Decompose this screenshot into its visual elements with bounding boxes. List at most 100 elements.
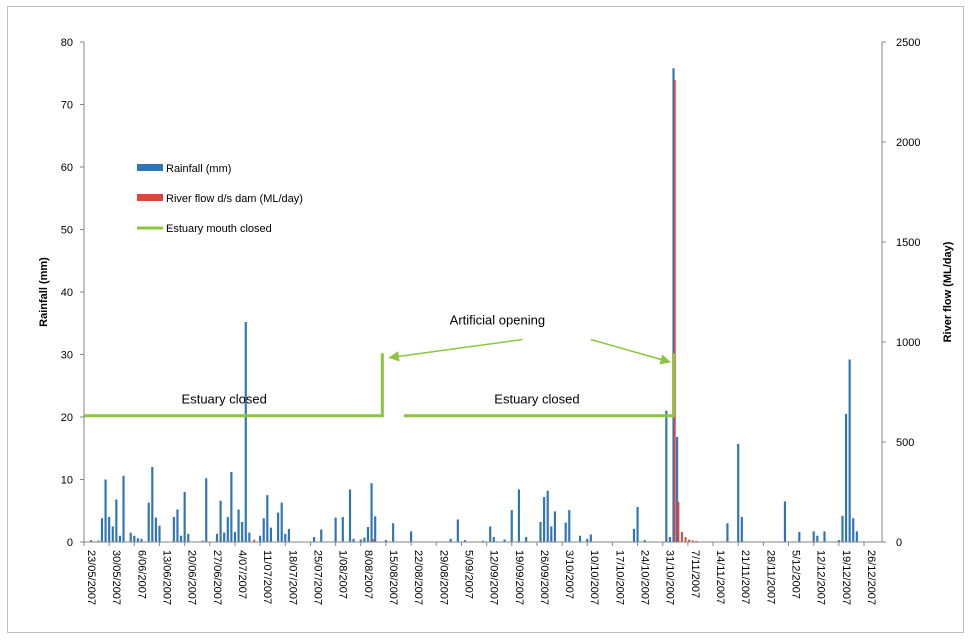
y2-axis-label: River flow (ML/day) (942, 241, 954, 342)
x-tick-label: 20/06/2007 (186, 550, 198, 605)
y-tick-label: 20 (61, 412, 73, 424)
x-tick-label: 24/10/2007 (639, 550, 651, 605)
rainfall-bar (517, 489, 521, 542)
estuary-closed-line (403, 353, 676, 418)
rainfall-bar (737, 443, 740, 542)
y2-tick-label: 1000 (896, 337, 920, 349)
x-tick-label: 29/08/2007 (437, 550, 449, 605)
rainfall-bar (672, 68, 675, 542)
left-axis-ticks: 0 10 20 30 40 50 60 70 80 (61, 37, 84, 549)
rainfall-bar (226, 517, 229, 542)
y-tick-label: 80 (61, 37, 73, 49)
x-tick-label: 7/11/2007 (689, 550, 701, 598)
x-tick-label: 13/06/2007 (160, 550, 172, 605)
rainfall-bar (550, 526, 553, 542)
rainfall-bar (115, 499, 118, 542)
y-tick-label: 0 (67, 537, 73, 549)
x-tick-label: 8/08/2007 (362, 550, 374, 599)
x-tick-label: 22/08/2007 (412, 550, 424, 605)
rainfall-bar (154, 517, 157, 542)
rainfall-bar (147, 502, 150, 542)
rainfall-bar (158, 525, 161, 542)
legend-label: River flow d/s dam (ML/day) (166, 193, 303, 205)
flow-bar (371, 539, 374, 542)
rainfall-bar (384, 540, 388, 542)
y-tick-label: 10 (61, 475, 73, 487)
rainfall-bar (151, 467, 154, 542)
rainfall-bar (219, 500, 222, 542)
rainfall-bar (546, 490, 549, 542)
rainfall-bar (392, 523, 395, 542)
x-tick-label: 1/08/2007 (337, 550, 349, 599)
rainfall-bar (798, 532, 801, 542)
rainfall-bar (568, 510, 571, 542)
x-tick-label: 10/10/2007 (588, 550, 600, 605)
chart-frame (7, 6, 964, 633)
data-bars (90, 68, 858, 542)
rainfall-bar (140, 538, 143, 542)
rainfall-bar (205, 478, 208, 542)
rainfall-bar (320, 529, 323, 542)
x-tick-label: 27/06/2007 (211, 550, 223, 605)
flow-bar (673, 80, 676, 542)
opening-arrow (590, 338, 671, 365)
rainfall-bar (241, 522, 244, 542)
rainfall-bar (363, 537, 366, 542)
rainfall-bar (248, 532, 251, 542)
rainfall-bar (244, 322, 247, 542)
legend-swatch-bar (137, 164, 163, 171)
opening-arrow (388, 338, 523, 362)
rainfall-bar (449, 538, 452, 542)
x-tick-label: 6/06/2007 (135, 550, 147, 599)
rainfall-bar (176, 509, 179, 542)
x-tick-label: 31/10/2007 (664, 550, 676, 605)
rainfall-bar (348, 489, 352, 542)
rainfall-bar (463, 540, 467, 542)
rainfall-bar (341, 517, 344, 542)
rainfall-bar (643, 540, 646, 542)
rainfall-bar (855, 531, 858, 542)
x-tick-label: 12/12/2007 (815, 550, 827, 605)
flow-bar (680, 532, 683, 542)
rainfall-bar (852, 518, 855, 542)
x-tick-label: 4/07/2007 (236, 550, 248, 599)
rainfall-bar (133, 535, 136, 542)
rainfall-bar (410, 531, 413, 542)
legend: Rainfall (mm) River flow d/s dam (ML/day)… (137, 163, 303, 235)
estuary-closed-line (84, 353, 384, 418)
rainfall-bar (122, 475, 125, 542)
x-tick-label: 17/10/2007 (613, 550, 625, 605)
x-tick-label: 3/10/2007 (563, 550, 575, 599)
rainfall-bar (215, 533, 219, 542)
rainfall-bar (111, 526, 114, 542)
rainfall-bar (586, 538, 589, 542)
flow-bar (691, 540, 694, 542)
rainfall-bar (632, 528, 636, 542)
rainfall-bar (837, 540, 840, 542)
x-tick-label: 5/12/2007 (790, 550, 802, 599)
rainfall-bar (543, 497, 546, 542)
x-tick-label: 23/05/2007 (85, 550, 97, 605)
y-tick-label: 60 (61, 162, 73, 174)
rainfall-bar (118, 535, 122, 542)
rainfall-bar (812, 531, 815, 542)
rainfall-bar (179, 535, 183, 542)
flow-bar (688, 539, 691, 542)
x-tick-label: 25/07/2007 (311, 550, 323, 605)
y2-tick-label: 1500 (896, 237, 920, 249)
x-tick-label: 26/12/2007 (865, 550, 877, 605)
rainfall-bar (136, 538, 139, 542)
x-tick-label: 11/07/2007 (261, 550, 273, 604)
rainfall-bar (201, 540, 204, 542)
rainfall-bar (539, 522, 542, 542)
x-tick-label: 14/11/2007 (714, 550, 726, 604)
x-tick-label: 19/09/2007 (513, 550, 525, 605)
rainfall-bar (844, 413, 848, 542)
rainfall-bar (100, 518, 104, 542)
rainfall-bar (269, 527, 272, 542)
rainfall-bar (280, 502, 283, 542)
rainfall-bar (108, 517, 111, 542)
rainfall-bar (262, 518, 265, 542)
rainfall-bar (366, 527, 370, 542)
